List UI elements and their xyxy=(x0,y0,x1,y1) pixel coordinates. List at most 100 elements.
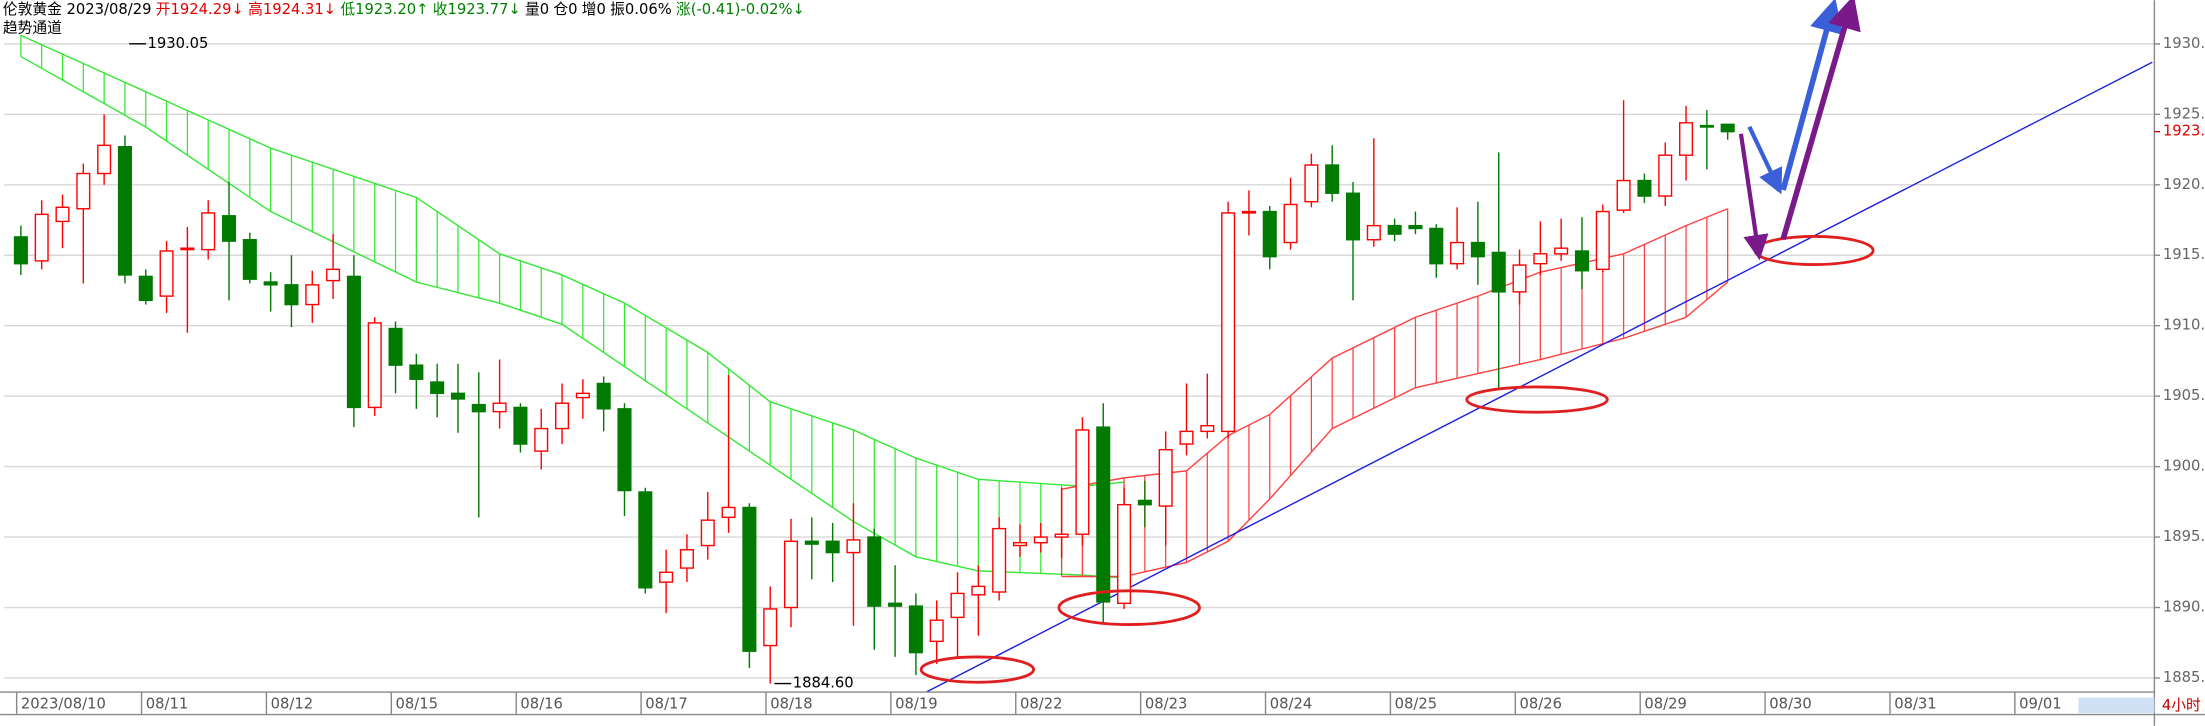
last-price-label: 1923.77 xyxy=(2163,123,2205,140)
candle-body xyxy=(1096,426,1111,603)
candle-body xyxy=(700,519,715,547)
candle-body xyxy=(783,540,799,609)
candle-body xyxy=(534,427,549,452)
y-tick-label: 1885.0 xyxy=(2163,669,2205,686)
y-tick-label: 1890.0 xyxy=(2163,599,2205,616)
candle-body xyxy=(159,250,174,297)
candle-body xyxy=(1429,227,1444,265)
x-tick-label: 08/11 xyxy=(146,696,189,713)
period-label: 4小时 xyxy=(2162,697,2201,714)
candle-body xyxy=(638,491,653,589)
candle-body xyxy=(138,275,153,302)
annotation-label: 1884.60 xyxy=(793,675,854,692)
candle-body xyxy=(804,540,819,545)
x-tick-label: 08/12 xyxy=(271,696,314,713)
candle-body xyxy=(13,236,28,265)
candle-body xyxy=(1720,123,1735,133)
candle-body xyxy=(596,382,611,410)
candle-body xyxy=(1533,253,1548,265)
x-tick-label: 08/25 xyxy=(1395,696,1438,713)
x-tick-label: 08/30 xyxy=(1769,696,1812,713)
candle-body xyxy=(1616,179,1631,211)
y-tick-label: 1930.0 xyxy=(2163,35,2205,52)
candle-body xyxy=(1387,224,1402,235)
candle-body xyxy=(971,585,986,596)
candle-body xyxy=(992,527,1007,593)
candle-body xyxy=(888,602,903,607)
arrow xyxy=(1738,133,1769,261)
x-tick-label: 08/26 xyxy=(1520,696,1563,713)
candle-body xyxy=(1450,241,1465,265)
candle-body xyxy=(1179,430,1194,445)
header-item: 高1924.31↓ xyxy=(248,1,336,18)
candle-body xyxy=(1325,164,1340,194)
candle-body xyxy=(1221,212,1236,433)
x-tick-label: 08/19 xyxy=(895,696,938,713)
candle-body xyxy=(1679,122,1694,156)
header-item: 增0 xyxy=(582,1,606,18)
candle-layer: 1930.05 1884.60 xyxy=(13,35,1735,692)
candle-body xyxy=(450,392,466,400)
channel-upper xyxy=(1061,208,1728,490)
y-tick-label: 1905.0 xyxy=(2163,387,2205,404)
y-tick-label: 1895.0 xyxy=(2163,528,2205,545)
x-tick-label: 08/16 xyxy=(520,696,563,713)
candle-body xyxy=(346,275,361,409)
candle-body xyxy=(846,539,861,554)
candle-body xyxy=(55,206,70,223)
candle-body xyxy=(1075,429,1090,535)
candle-body xyxy=(201,212,216,251)
header-item: 伦敦黄金 2023/08/29 xyxy=(3,1,152,18)
indicator-name: 趋势通道 xyxy=(3,19,62,36)
candle-body xyxy=(1241,210,1256,214)
candle-body xyxy=(1470,241,1485,258)
x-tick-label: 08/23 xyxy=(1145,696,1188,713)
candle-body xyxy=(1491,251,1506,293)
candle-body xyxy=(1637,179,1652,197)
x-tick-label: 08/29 xyxy=(1644,696,1687,713)
x-tick-label: 08/22 xyxy=(1020,696,1063,713)
candle-body xyxy=(1054,533,1069,538)
candle-body xyxy=(1366,224,1381,241)
candle-body xyxy=(1512,264,1527,293)
x-tick-label: 08/15 xyxy=(396,696,439,713)
candle-body xyxy=(284,284,299,306)
candle-body xyxy=(929,619,944,643)
candle-body xyxy=(97,144,112,175)
candle-body xyxy=(1200,425,1215,433)
header-item: 开1924.29↓ xyxy=(156,1,244,18)
candle-body xyxy=(242,239,257,280)
header: 伦敦黄金 2023/08/29 开1924.29↓ 高1924.31↓ 低1923.2… xyxy=(3,1,805,18)
header-item: 振0.06% xyxy=(610,1,672,18)
candle-body xyxy=(1658,154,1673,197)
candle-body xyxy=(555,402,570,430)
y-tick-label: 1900.0 xyxy=(2163,458,2205,475)
x-tick-label: 08/24 xyxy=(1270,696,1313,713)
y-tick-label: 1925.0 xyxy=(2163,105,2205,122)
candle-body xyxy=(575,392,590,399)
header-item: 涨(-0.41)-0.02%↓ xyxy=(676,1,805,18)
candle-body xyxy=(388,327,403,366)
candle-body xyxy=(513,406,528,445)
candle-body xyxy=(221,215,237,242)
candle-body xyxy=(1554,247,1569,255)
candle-body xyxy=(721,506,736,519)
candle-body xyxy=(1262,210,1277,258)
candle-body xyxy=(1283,203,1298,244)
candle-body xyxy=(492,402,507,413)
x-tick-label: 2023/08/10 xyxy=(21,696,106,713)
candle-body xyxy=(326,268,341,282)
time-range-box xyxy=(2078,697,2155,714)
candle-body xyxy=(742,506,757,652)
arrow xyxy=(1780,0,1843,191)
candle-body xyxy=(1012,541,1028,547)
candle-body xyxy=(117,146,132,276)
candle-body xyxy=(617,408,632,492)
header-item: 仓0 xyxy=(553,1,577,18)
candle-body xyxy=(1408,224,1423,230)
candle-body xyxy=(1574,250,1590,272)
candle-body xyxy=(763,608,778,647)
channel-upper xyxy=(20,34,1125,488)
